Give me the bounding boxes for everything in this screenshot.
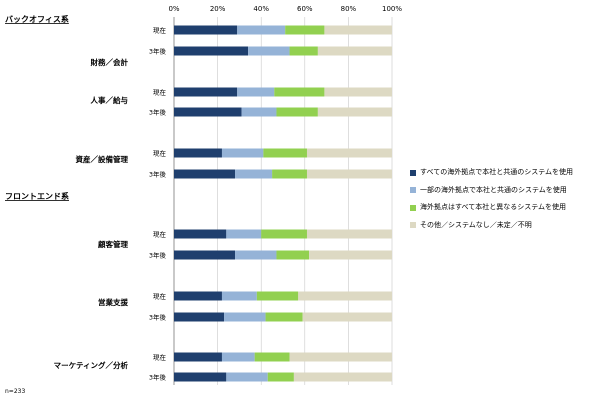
bar-segment xyxy=(174,372,227,382)
bar-segment xyxy=(174,250,236,260)
legend-item: 一部の海外拠点で本社と共通のシステムを使用 xyxy=(410,182,573,200)
bar-segment xyxy=(174,148,222,158)
legend-swatch xyxy=(410,204,416,211)
bar-label: 3年後 xyxy=(149,108,167,117)
legend-item: その他／システムなし／未定／不明 xyxy=(410,217,573,235)
bar-segment xyxy=(267,372,294,382)
bar-segment xyxy=(174,107,242,117)
bar-segment xyxy=(276,250,310,260)
bar-segment xyxy=(263,148,307,158)
bar-segment xyxy=(237,87,275,97)
x-tick-label: 100% xyxy=(382,5,402,13)
bar-segment xyxy=(272,169,307,179)
bar-segment xyxy=(226,229,262,239)
legend-swatch xyxy=(410,169,416,176)
bar-label: 3年後 xyxy=(149,373,167,382)
group-label: マーケティング／分析 xyxy=(54,360,129,370)
bar-segment xyxy=(221,291,257,301)
bar-label: 現在 xyxy=(153,88,167,97)
x-tick-label: 60% xyxy=(297,5,313,13)
bar-segment xyxy=(298,291,392,301)
bar-segment xyxy=(248,46,290,56)
legend-item: すべての海外拠点で本社と共通のシステムを使用 xyxy=(410,164,573,182)
x-tick-label: 80% xyxy=(341,5,357,13)
x-tick-label: 40% xyxy=(253,5,269,13)
bar-segment xyxy=(237,25,286,35)
bar-segment xyxy=(302,312,392,322)
legend-swatch xyxy=(410,187,416,194)
sample-size-note: n=233 xyxy=(5,388,26,395)
bar-segment xyxy=(174,25,238,35)
group-label: 資産／設備管理 xyxy=(76,154,129,164)
group-label: 財務／会計 xyxy=(90,57,129,67)
category-labels: バックオフィス系フロントエンド系財務／会計現在3年後人事／給与現在3年後資産／設… xyxy=(5,14,167,382)
bar-segment xyxy=(224,312,266,322)
bar-segment xyxy=(289,352,392,362)
bars xyxy=(174,25,392,382)
bar-segment xyxy=(221,352,255,362)
bar-segment xyxy=(226,372,268,382)
bar-segment xyxy=(174,291,222,301)
x-tick-label: 0% xyxy=(168,5,179,13)
bar-segment xyxy=(221,148,264,158)
legend-label: すべての海外拠点で本社と共通のシステムを使用 xyxy=(420,168,574,177)
bar-segment xyxy=(235,250,277,260)
bar-segment xyxy=(324,25,392,35)
bar-label: 3年後 xyxy=(149,313,167,322)
bar-label: 3年後 xyxy=(149,251,167,260)
bar-label: 現在 xyxy=(153,26,167,35)
bar-segment xyxy=(306,148,392,158)
bar-segment xyxy=(174,46,249,56)
bar-segment xyxy=(293,372,392,382)
bar-segment xyxy=(174,352,222,362)
bar-segment xyxy=(256,291,299,301)
bar-segment xyxy=(317,46,392,56)
legend: すべての海外拠点で本社と共通のシステムを使用 一部の海外拠点で本社と共通のシステム… xyxy=(410,164,573,234)
bar-segment xyxy=(309,250,392,260)
bar-segment xyxy=(306,229,392,239)
bar-segment xyxy=(265,312,303,322)
legend-label: 一部の海外拠点で本社と共通のシステムを使用 xyxy=(420,185,567,194)
bar-segment xyxy=(285,25,325,35)
bar-segment xyxy=(254,352,290,362)
bar-label: 現在 xyxy=(153,353,167,362)
group-label: 営業支援 xyxy=(98,297,128,307)
bar-segment xyxy=(241,107,277,117)
bar-segment xyxy=(276,107,318,117)
bar-segment xyxy=(261,229,307,239)
group-label: 人事／給与 xyxy=(91,95,129,105)
bar-label: 3年後 xyxy=(149,170,167,179)
legend-item: 海外拠点はすべて本社と異なるシステムを使用 xyxy=(410,199,573,217)
bar-segment xyxy=(174,87,238,97)
bar-segment xyxy=(174,312,225,322)
bar-segment xyxy=(174,169,236,179)
bar-label: 現在 xyxy=(153,292,167,301)
legend-label: 海外拠点はすべて本社と異なるシステムを使用 xyxy=(420,203,567,212)
group-label: 顧客管理 xyxy=(98,239,128,249)
bar-label: 現在 xyxy=(153,149,167,158)
bar-segment xyxy=(274,87,325,97)
bar-segment xyxy=(317,107,392,117)
bar-segment xyxy=(289,46,318,56)
bar-segment xyxy=(235,169,273,179)
bar-label: 現在 xyxy=(153,230,167,239)
bar-segment xyxy=(324,87,392,97)
bar-label: 3年後 xyxy=(149,47,167,56)
x-axis-ticks: 0% 20% 40% 60% 80% 100% xyxy=(168,5,402,13)
legend-swatch xyxy=(410,222,416,229)
section-title: フロントエンド系 xyxy=(5,191,69,201)
x-tick-label: 20% xyxy=(210,5,226,13)
legend-label: その他／システムなし／未定／不明 xyxy=(420,220,532,229)
section-title: バックオフィス系 xyxy=(5,14,69,24)
bar-segment xyxy=(306,169,392,179)
grid-lines xyxy=(173,17,393,385)
bar-segment xyxy=(174,229,227,239)
